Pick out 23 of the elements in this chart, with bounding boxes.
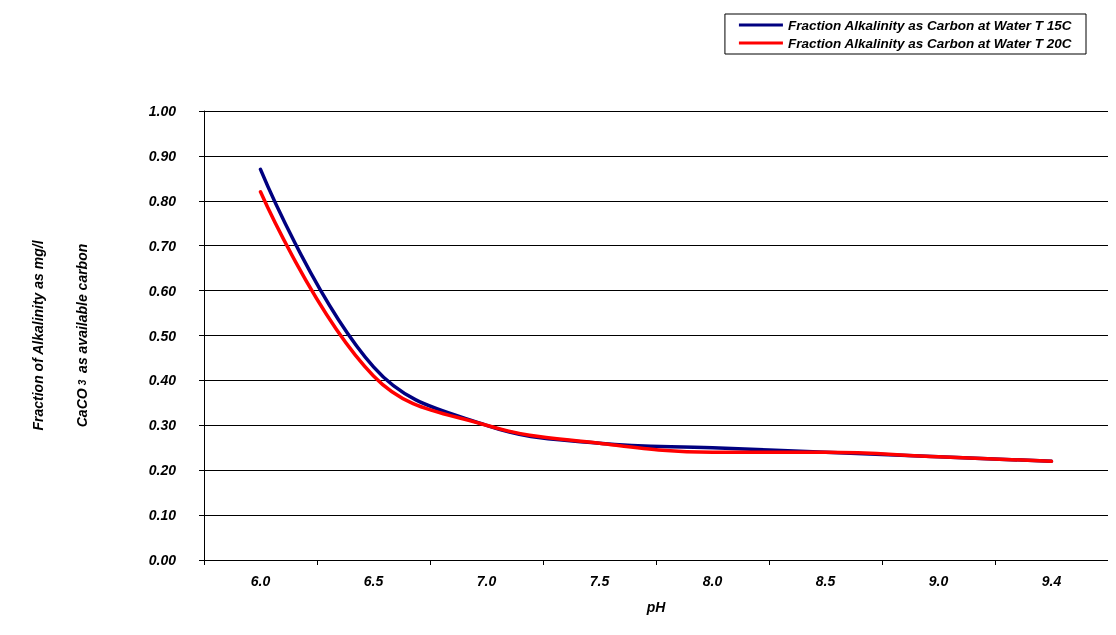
y-tick-label: 0.10 — [148, 507, 177, 524]
x-axis-title: pH — [645, 599, 667, 615]
y-tick-label: 0.30 — [148, 417, 177, 434]
x-tick-label: 9.0 — [928, 573, 949, 589]
legend-label: Fraction Alkalinity as Carbon at Water T 15C — [787, 17, 1072, 33]
y-tick-label: 0.20 — [148, 462, 177, 479]
y-tick-label: 0.40 — [148, 372, 177, 389]
x-tick-label: 6.5 — [363, 573, 384, 589]
x-tick-label: 9.4 — [1041, 573, 1062, 589]
y-tick-label: 0.00 — [148, 552, 177, 568]
legend-label: Fraction Alkalinity as Carbon at Water T 20C — [787, 35, 1072, 51]
y-tick-label: 0.70 — [148, 237, 177, 254]
x-tick-label: 8.0 — [702, 573, 723, 589]
y-tick-label: 0.60 — [148, 282, 177, 299]
y-tick-label: 1.00 — [148, 103, 177, 119]
text: Fraction of Alkalinity as mg/l CaCO3 as available carbon — [30, 240, 90, 431]
y-tick-label: 0.80 — [148, 192, 177, 209]
y-tick-label: 0.50 — [148, 327, 177, 344]
x-tick-label: 7.5 — [589, 573, 610, 589]
x-tick-label: 8.5 — [815, 573, 836, 589]
x-tick-label: 6.0 — [250, 573, 271, 589]
y-tick-label: 0.90 — [148, 147, 177, 164]
x-tick-label: 7.0 — [476, 573, 497, 589]
